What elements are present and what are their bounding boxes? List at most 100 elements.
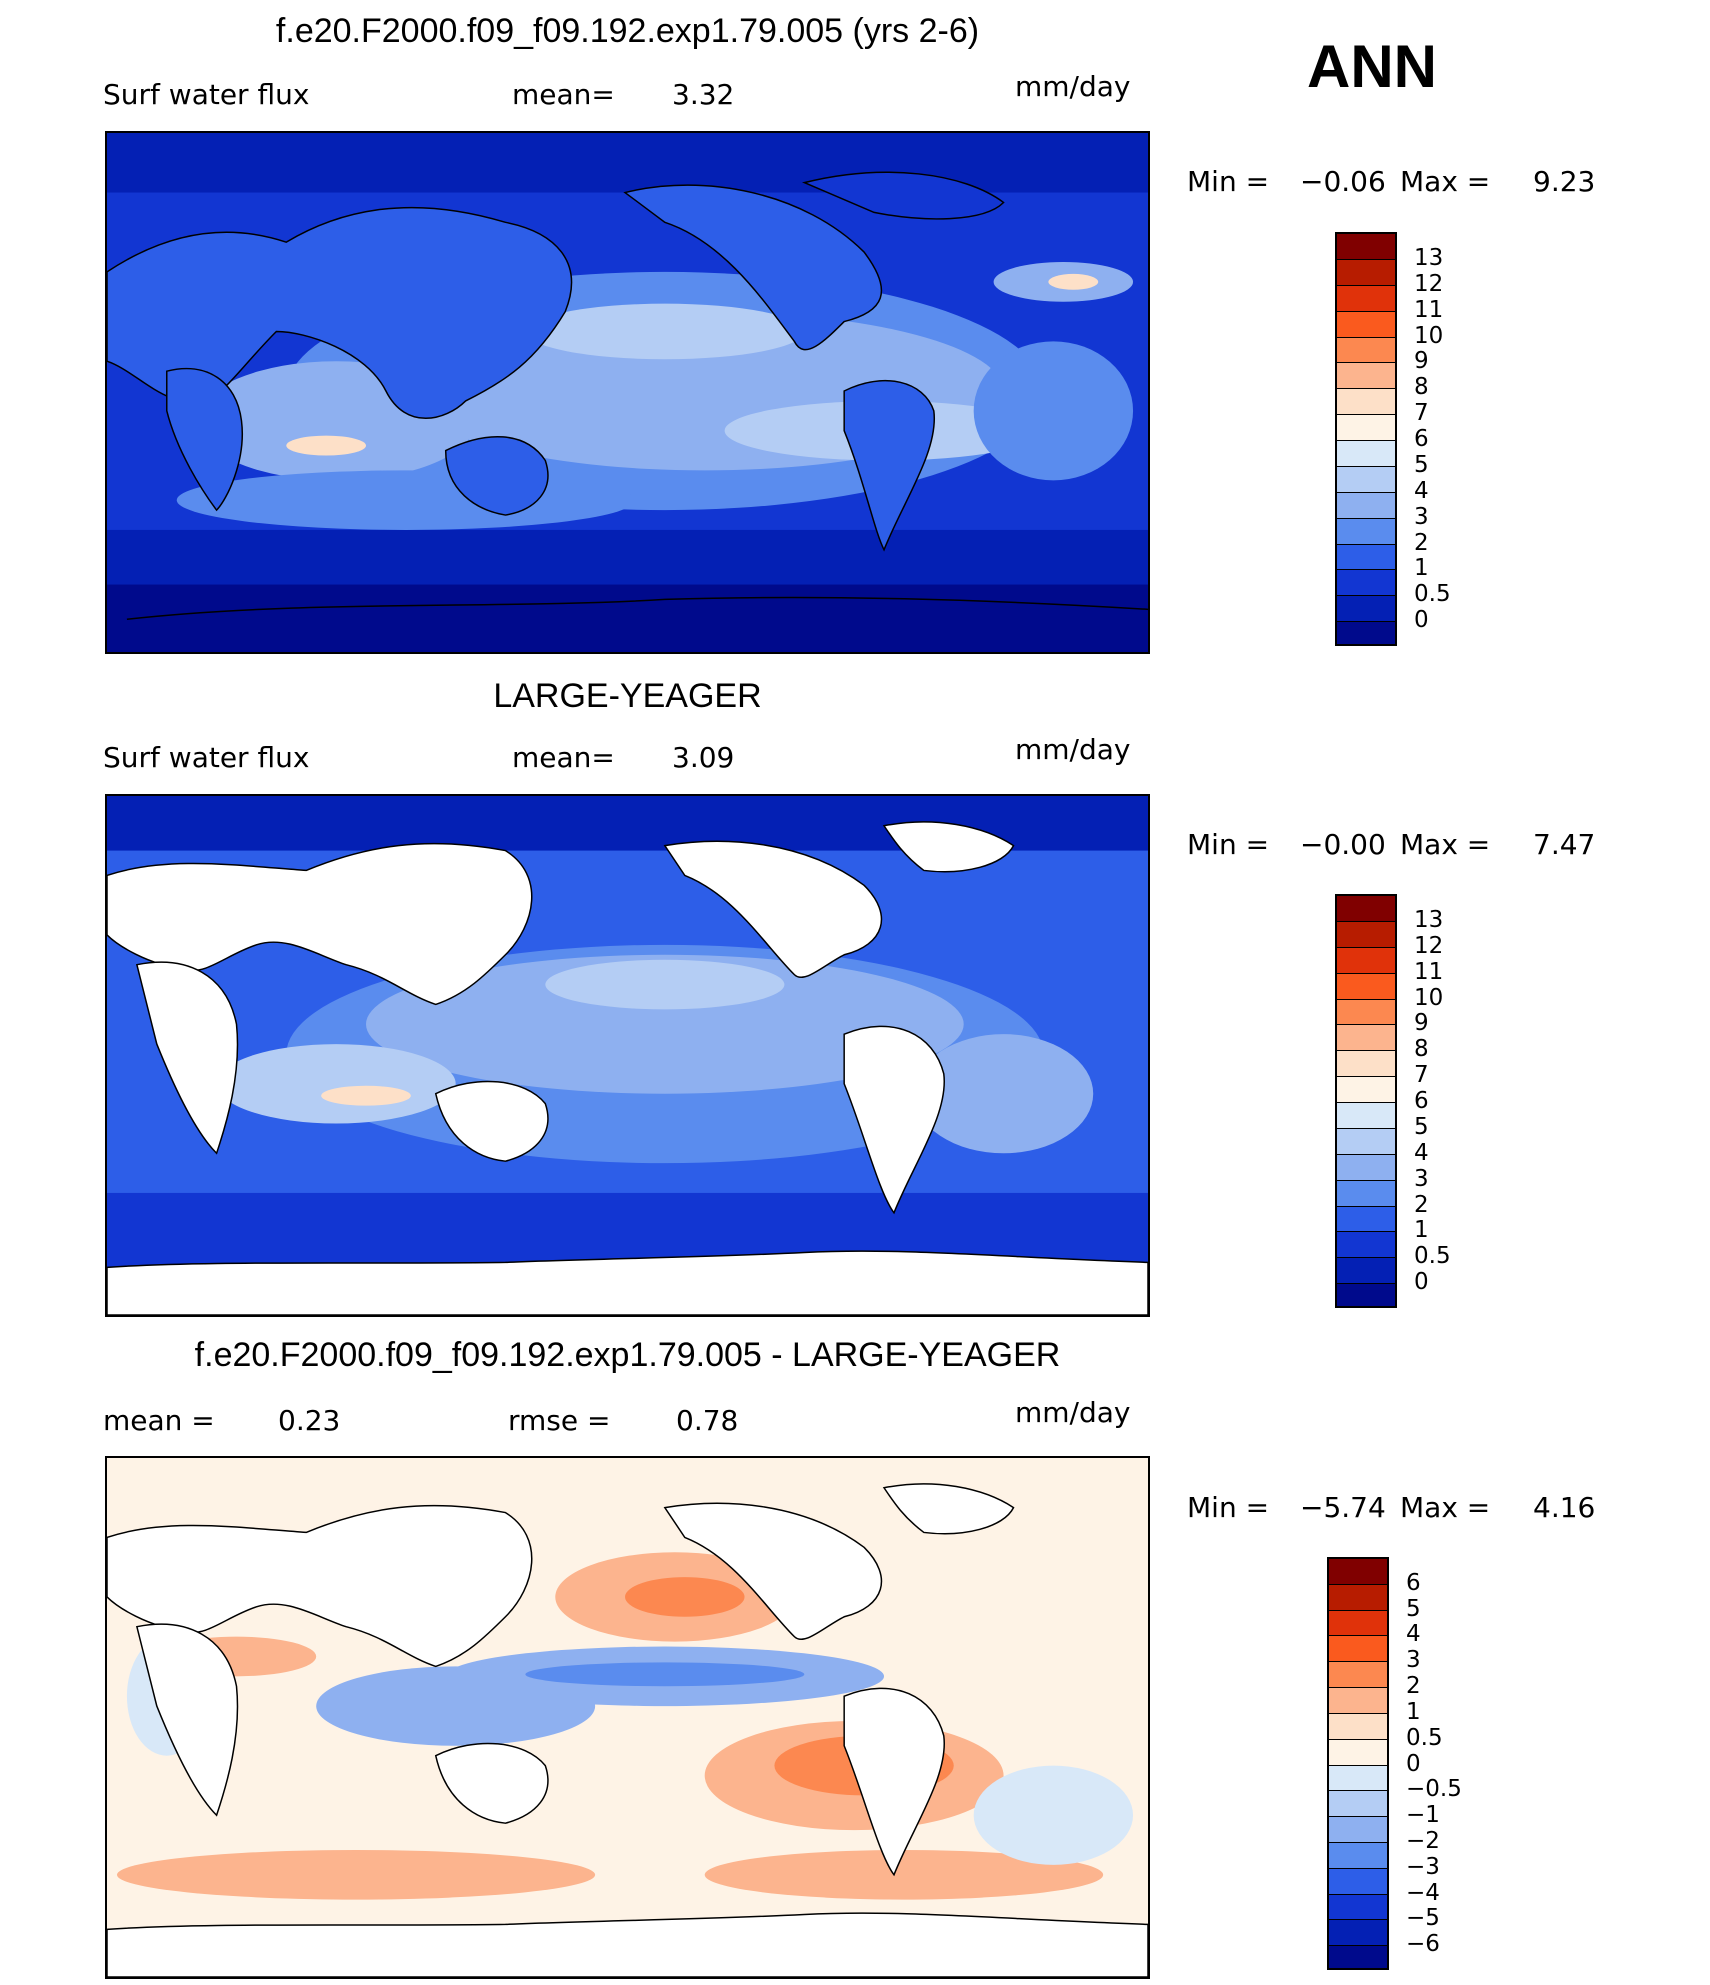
panel-obs-units: mm/day xyxy=(1015,733,1131,766)
colorbar-swatch xyxy=(1337,492,1395,519)
colorbar-tick-label: −2 xyxy=(1406,1827,1440,1854)
colorbar-tick-label: 13 xyxy=(1414,244,1444,271)
panel-obs-mean-value: 3.09 xyxy=(672,741,735,774)
colorbar-tick-label: 8 xyxy=(1414,374,1429,401)
panel-diff-mean-label: mean = xyxy=(103,1404,215,1437)
panel-obs-max-value: 7.47 xyxy=(1533,828,1596,861)
colorbar-tick-label: 0.5 xyxy=(1406,1724,1443,1751)
panel-model-map xyxy=(105,131,1150,654)
colorbar-tick-label: 0.5 xyxy=(1414,1243,1451,1270)
panel-diff-mean-value: 0.23 xyxy=(278,1404,341,1437)
colorbar-tick-label: 8 xyxy=(1414,1036,1429,1063)
colorbar-tick-label: −4 xyxy=(1406,1879,1440,1906)
panel-model-min-label: Min = xyxy=(1187,165,1270,198)
colorbar-tick-label: −6 xyxy=(1406,1931,1440,1958)
colorbar-tick-label: 0.5 xyxy=(1414,581,1451,608)
diff-map-graphic xyxy=(107,1458,1148,1977)
colorbar-tick-label: 2 xyxy=(1406,1673,1421,1700)
colorbar-tick-label: 0 xyxy=(1414,1269,1429,1296)
colorbar-swatch xyxy=(1337,544,1395,571)
colorbar-swatch xyxy=(1329,1765,1387,1792)
colorbar-tick-label: 6 xyxy=(1406,1569,1421,1596)
season-label: ANN xyxy=(1307,33,1437,100)
colorbar-swatch xyxy=(1337,1051,1395,1078)
panel-diff-colorbar xyxy=(1327,1557,1389,1970)
colorbar-swatch xyxy=(1337,1077,1395,1103)
colorbar-tick-label: 7 xyxy=(1414,400,1429,427)
colorbar-swatch xyxy=(1329,1584,1387,1611)
colorbar-swatch xyxy=(1337,311,1395,338)
colorbar-swatch xyxy=(1329,1610,1387,1637)
panel-model-min-value: −0.06 xyxy=(1300,165,1386,198)
colorbar-swatch xyxy=(1337,1232,1395,1259)
colorbar-tick-label: 0 xyxy=(1406,1750,1421,1777)
panel-model-max-label: Max = xyxy=(1400,165,1491,198)
panel-diff-title: f.e20.F2000.f09_f09.192.exp1.79.005 - LA… xyxy=(194,1336,1061,1374)
colorbar-swatch xyxy=(1337,1284,1395,1306)
colorbar-swatch xyxy=(1337,1154,1395,1181)
colorbar-swatch xyxy=(1337,921,1395,948)
panel-diff-rmse-label: rmse = xyxy=(508,1404,611,1437)
colorbar-swatch xyxy=(1337,1103,1395,1129)
panel-obs-min-value: −0.00 xyxy=(1300,828,1386,861)
panel-diff-units: mm/day xyxy=(1015,1396,1131,1429)
colorbar-swatch xyxy=(1337,466,1395,493)
colorbar-swatch xyxy=(1329,1688,1387,1714)
colorbar-tick-label: −3 xyxy=(1406,1853,1440,1880)
colorbar-swatch xyxy=(1329,1817,1387,1843)
colorbar-tick-label: 9 xyxy=(1414,1010,1429,1037)
colorbar-tick-label: 11 xyxy=(1414,958,1444,985)
colorbar-tick-label: 3 xyxy=(1414,503,1429,530)
panel-diff-min-label: Min = xyxy=(1187,1491,1270,1524)
colorbar-swatch xyxy=(1329,1920,1387,1947)
colorbar-swatch xyxy=(1337,337,1395,364)
colorbar-swatch xyxy=(1337,1128,1395,1155)
panel-diff-min-value: −5.74 xyxy=(1300,1491,1386,1524)
panel-diff-max-value: 4.16 xyxy=(1533,1491,1596,1524)
colorbar-tick-label: −0.5 xyxy=(1406,1776,1462,1803)
colorbar-swatch xyxy=(1337,285,1395,312)
colorbar-swatch xyxy=(1329,1842,1387,1869)
colorbar-tick-label: 13 xyxy=(1414,906,1444,933)
panel-model-mean-value: 3.32 xyxy=(672,78,735,111)
colorbar-tick-label: 1 xyxy=(1406,1698,1421,1725)
colorbar-tick-label: 6 xyxy=(1414,426,1429,452)
colorbar-swatch xyxy=(1329,1739,1387,1766)
colorbar-tick-label: 9 xyxy=(1414,348,1429,375)
panel-diff-rmse-value: 0.78 xyxy=(676,1404,739,1437)
panel-diff-max-label: Max = xyxy=(1400,1491,1491,1524)
colorbar-tick-label: 3 xyxy=(1406,1647,1421,1674)
colorbar-tick-label: 0 xyxy=(1414,607,1429,634)
colorbar-tick-label: 11 xyxy=(1414,296,1444,323)
colorbar-swatch xyxy=(1329,1868,1387,1895)
colorbar-swatch xyxy=(1337,596,1395,623)
panel-model-max-value: 9.23 xyxy=(1533,165,1596,198)
colorbar-swatch xyxy=(1329,1791,1387,1818)
colorbar-tick-label: −5 xyxy=(1406,1905,1440,1932)
colorbar-swatch xyxy=(1337,441,1395,467)
colorbar-tick-label: 2 xyxy=(1414,529,1429,556)
colorbar-tick-label: 6 xyxy=(1414,1088,1429,1114)
colorbar-swatch xyxy=(1337,973,1395,1000)
colorbar-tick-label: 12 xyxy=(1414,270,1444,297)
colorbar-tick-label: 10 xyxy=(1414,984,1444,1011)
colorbar-tick-label: 5 xyxy=(1406,1595,1421,1622)
colorbar-tick-label: 4 xyxy=(1414,1139,1429,1166)
colorbar-swatch xyxy=(1329,1662,1387,1689)
panel-model-colorbar xyxy=(1335,232,1397,646)
colorbar-tick-label: 3 xyxy=(1414,1165,1429,1192)
colorbar-swatch xyxy=(1337,259,1395,286)
colorbar-tick-label: 1 xyxy=(1414,555,1429,582)
panel-model-variable-label: Surf water flux xyxy=(103,78,310,111)
colorbar-swatch xyxy=(1329,1636,1387,1663)
panel-obs-min-label: Min = xyxy=(1187,828,1270,861)
colorbar-tick-label: 12 xyxy=(1414,932,1444,959)
colorbar-swatch xyxy=(1329,1713,1387,1740)
panel-model-units: mm/day xyxy=(1015,70,1131,103)
colorbar-swatch xyxy=(1337,363,1395,390)
colorbar-swatch xyxy=(1337,1025,1395,1052)
colorbar-swatch xyxy=(1337,947,1395,974)
panel-model-mean-label: mean= xyxy=(512,78,615,111)
colorbar-swatch xyxy=(1337,389,1395,416)
panel-obs-map xyxy=(105,794,1150,1317)
